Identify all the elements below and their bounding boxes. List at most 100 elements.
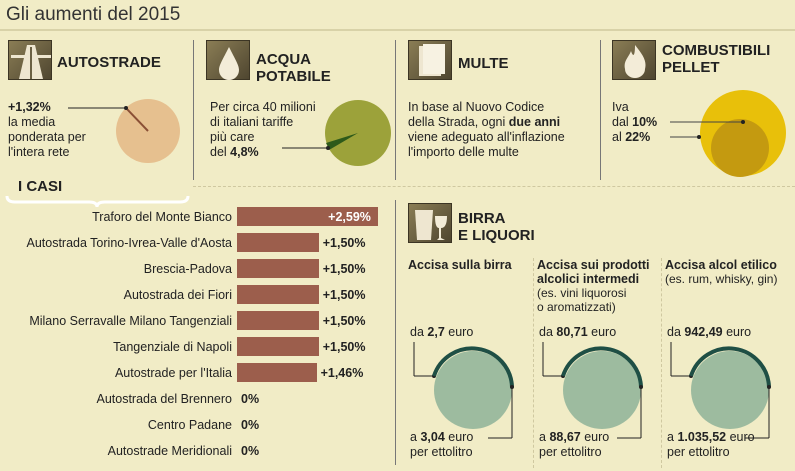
bar-category-label: Autostrada Torino-Ivrea-Valle d'Aosta xyxy=(26,236,232,250)
casi-heading: I CASI xyxy=(18,178,63,195)
circle-new xyxy=(691,351,769,429)
a: a xyxy=(410,430,421,444)
multe-text: In base al Nuovo Codice della Strada, og… xyxy=(408,100,565,160)
to-label: a 1.035,52 euro per ettolitro xyxy=(667,430,755,460)
bar-value-label: +2,59% xyxy=(328,210,371,224)
bar xyxy=(237,207,379,226)
from-value: 2,7 xyxy=(427,325,445,339)
bar xyxy=(237,363,317,382)
brace-icon xyxy=(5,195,190,208)
bar-category-label: Brescia-Padova xyxy=(143,262,232,276)
da: da xyxy=(539,325,557,339)
column-divider xyxy=(661,258,662,468)
multe-line: l'importo delle multe xyxy=(408,145,519,159)
pellet-heading-2: PELLET xyxy=(662,59,720,76)
excise-circle xyxy=(542,342,643,439)
bar-chart: Traforo del Monte Bianco +2,59% Autostrada… xyxy=(0,207,400,471)
circle-new xyxy=(434,351,512,429)
bar-value-label: +1,50% xyxy=(322,262,366,276)
col-note-line: (es. rum, whisky, gin) xyxy=(665,272,778,286)
pellet-text: Iva dal 10% al 22% xyxy=(612,100,657,145)
multe-heading: MULTE xyxy=(458,55,509,72)
euro: euro xyxy=(726,430,755,444)
bar-category-label: Autostrade per l'Italia xyxy=(114,366,232,380)
acqua-prefix: del xyxy=(210,145,231,159)
to-value: 88,67 xyxy=(549,430,581,444)
highway-icon xyxy=(8,40,52,80)
bar-category-label: Autostrada del Brennero xyxy=(96,392,232,406)
bar-value-label: 0% xyxy=(241,392,260,406)
euro: euro xyxy=(587,325,617,339)
da: da xyxy=(410,325,428,339)
acqua-text: Per circa 40 milioni di italiani tariffe… xyxy=(210,100,316,160)
from-label: da 80,71 euro xyxy=(539,325,616,340)
circle-10 xyxy=(711,119,769,177)
acqua-heading: ACQUA POTABILE xyxy=(256,51,331,85)
per-ettolitro: per ettolitro xyxy=(667,445,730,459)
autostrade-line: l'intera rete xyxy=(8,145,70,159)
birra-heading-1: BIRRA xyxy=(458,210,506,227)
pellet-to: 22% xyxy=(625,130,651,144)
autostrade-line: ponderata per xyxy=(8,130,86,144)
to-value: 1.035,52 xyxy=(677,430,727,444)
pellet-to-prefix: al xyxy=(612,130,626,144)
birra-col-title: Accisa sulla birra xyxy=(408,258,512,272)
col-title-line: alcolici intermedi xyxy=(537,272,640,286)
autostrade-value: +1,32% xyxy=(8,100,51,114)
acqua-value: 4,8% xyxy=(230,145,259,159)
col-note-line: o aromatizzati) xyxy=(537,300,616,314)
acqua-heading-1: ACQUA xyxy=(256,51,311,68)
to-label: a 3,04 euro per ettolitro xyxy=(410,430,473,460)
bar-value-label: +1,50% xyxy=(322,236,366,250)
bar-value-label: 0% xyxy=(241,444,260,458)
water-drop-icon xyxy=(206,40,250,80)
bar xyxy=(237,337,319,356)
section-divider xyxy=(193,186,795,187)
bar-category-label: Tangenziale di Napoli xyxy=(113,340,232,354)
acqua-line: più care xyxy=(210,130,255,144)
from-label: da 2,7 euro xyxy=(410,325,473,340)
autostrade-pie xyxy=(68,99,180,163)
bar xyxy=(237,233,319,252)
col-title-line: Accisa sulla birra xyxy=(408,258,512,272)
document-icon xyxy=(408,40,452,80)
col-title-line: Accisa sui prodotti xyxy=(537,258,650,272)
circle-increase-arc xyxy=(432,346,514,388)
pellet-circles xyxy=(670,90,786,177)
circle-increase-arc xyxy=(689,346,771,388)
a: a xyxy=(539,430,550,444)
from-value: 80,71 xyxy=(556,325,588,339)
bar-value-label: +1,50% xyxy=(322,340,366,354)
pellet-from-prefix: dal xyxy=(612,115,633,129)
birra-col-title: Accisa sui prodotti alcolici intermedi (es… xyxy=(537,258,650,314)
excise-circle xyxy=(670,342,771,439)
bar-category-label: Autostrada dei Fiori xyxy=(123,288,232,302)
divider xyxy=(600,40,601,180)
acqua-pie xyxy=(282,100,391,166)
multe-bold: due anni xyxy=(508,115,561,129)
from-value: 942,49 xyxy=(684,325,723,339)
divider xyxy=(395,40,396,180)
bar-category-label: Centro Padane xyxy=(147,418,232,432)
birra-col-title: Accisa alcol etilico (es. rum, whisky, gi… xyxy=(665,258,777,286)
col-title-line: Accisa alcol etilico xyxy=(665,258,777,272)
multe-line: In base al Nuovo Codice xyxy=(408,100,545,114)
to-label: a 88,67 euro per ettolitro xyxy=(539,430,609,460)
da: da xyxy=(667,325,685,339)
birra-heading-2: E LIQUORI xyxy=(458,227,535,244)
title-divider xyxy=(0,29,795,31)
pellet-from: 10% xyxy=(632,115,658,129)
per-ettolitro: per ettolitro xyxy=(410,445,473,459)
bar xyxy=(237,285,319,304)
circle-increase-arc xyxy=(561,346,643,388)
euro: euro xyxy=(444,430,474,444)
page-title: Gli aumenti del 2015 xyxy=(6,4,181,25)
a: a xyxy=(667,430,678,444)
pellet-heading-1: COMBUSTIBILI xyxy=(662,42,771,59)
bar xyxy=(237,259,319,278)
to-value: 3,04 xyxy=(420,430,445,444)
bar-value-label: +1,50% xyxy=(322,314,366,328)
autostrade-line: la media xyxy=(8,115,56,129)
euro: euro xyxy=(580,430,610,444)
pellet-iva: Iva xyxy=(612,100,629,114)
